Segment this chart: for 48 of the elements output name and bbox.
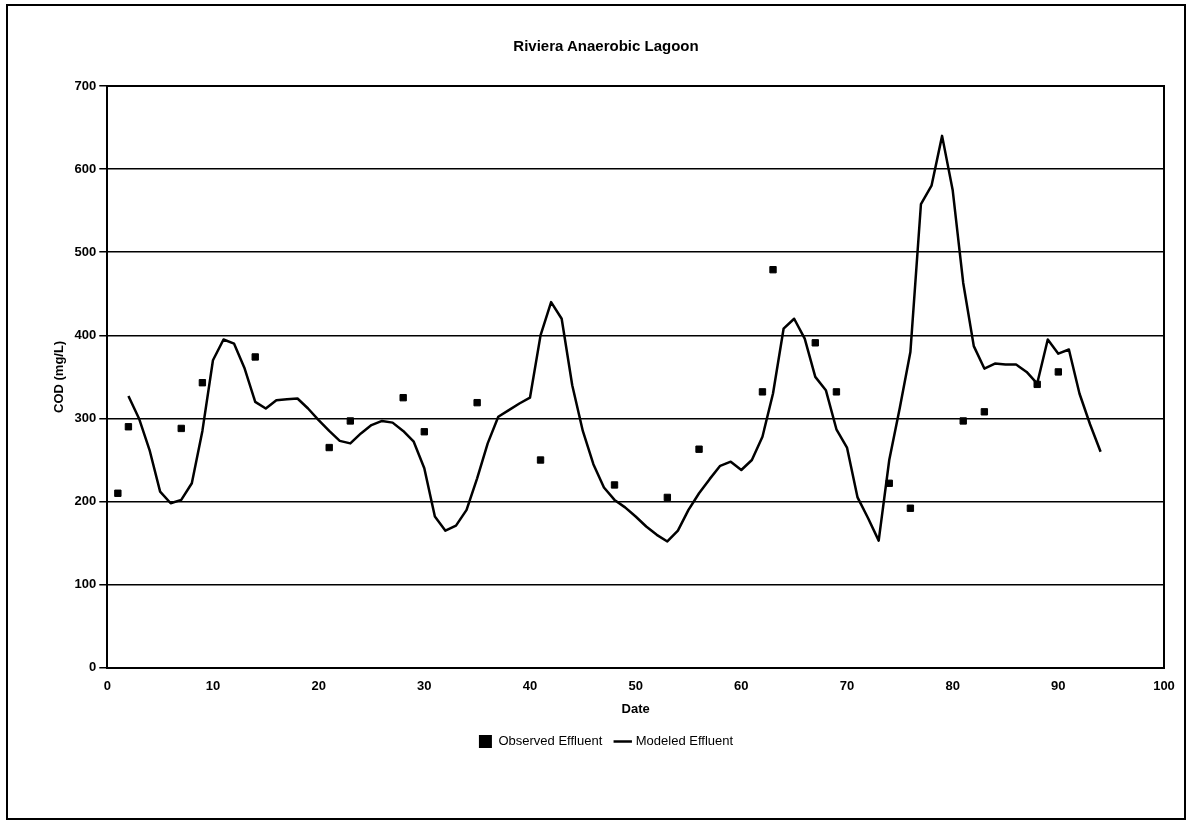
- point: [325, 443, 333, 452]
- point: [399, 394, 407, 402]
- x-tick-label: 30: [417, 678, 432, 694]
- point: [758, 388, 767, 396]
- legend-label: Modeled Effluent: [635, 733, 734, 749]
- chart-title: Riviera Anaerobic Lagoon: [513, 37, 699, 55]
- y-tick-label: 0: [89, 659, 97, 675]
- point: [346, 417, 355, 425]
- y-tick-label: 500: [74, 243, 97, 259]
- x-tick-label: 40: [522, 678, 538, 694]
- point: [663, 493, 672, 502]
- point: [832, 388, 841, 396]
- x-tick-label: 80: [945, 678, 960, 694]
- point: [198, 379, 207, 387]
- y-tick-label: 300: [74, 410, 97, 426]
- x-tick-label: 100: [1153, 678, 1175, 694]
- point: [1054, 368, 1063, 376]
- y-tick-label: 600: [74, 160, 97, 176]
- x-tick-label: 20: [311, 678, 326, 694]
- x-tick-label: 60: [734, 678, 749, 694]
- point: [114, 489, 122, 497]
- point: [811, 339, 819, 347]
- x-tick-label: 70: [839, 678, 855, 694]
- x-tick-label: 90: [1051, 678, 1066, 694]
- point: [420, 428, 428, 436]
- y-tick-label: 100: [74, 576, 97, 592]
- y-tick-label: 400: [74, 326, 97, 342]
- point: [177, 424, 185, 433]
- point: [906, 504, 915, 512]
- x-tick-label: 0: [103, 678, 111, 694]
- point: [885, 479, 893, 487]
- y-tick-label: 700: [74, 77, 97, 93]
- x-tick-label: 10: [205, 678, 221, 694]
- point: [610, 481, 619, 489]
- point: [251, 353, 259, 361]
- y-tick-label: 200: [74, 493, 97, 509]
- point: [1033, 380, 1041, 389]
- y-axis-title: COD (mg/L): [51, 340, 67, 414]
- point: [980, 408, 989, 416]
- legend-label: Observed Effluent: [498, 733, 603, 749]
- point: [536, 456, 545, 464]
- point: [959, 417, 967, 425]
- point: [695, 445, 703, 453]
- point: [124, 423, 133, 431]
- x-tick-label: 50: [628, 678, 643, 694]
- point: [769, 266, 777, 274]
- point: [473, 398, 481, 407]
- x-axis-title: Date: [621, 700, 650, 716]
